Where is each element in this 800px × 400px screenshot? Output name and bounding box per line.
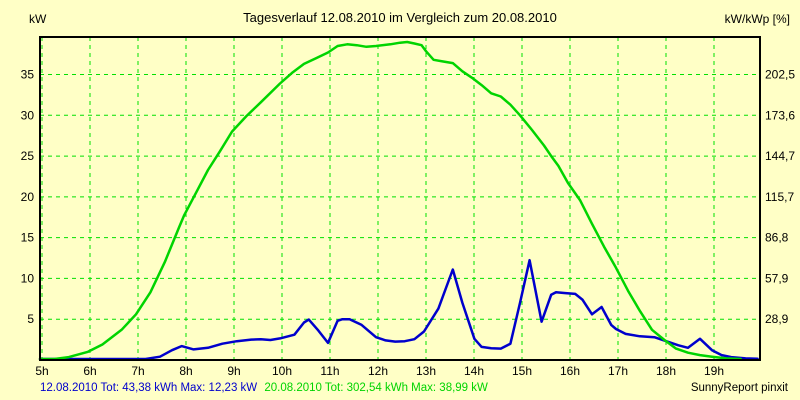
right-axis-tick-label: 144,7 — [765, 149, 795, 163]
left-axis-tick-label: 15 — [21, 231, 35, 245]
left-axis-tick-label: 30 — [21, 108, 35, 122]
x-axis-tick-label: 13h — [416, 364, 436, 378]
x-axis-tick-label: 6h — [83, 364, 96, 378]
series-line-12-08-2010 — [38, 258, 759, 361]
x-axis-tick-label: 15h — [512, 364, 532, 378]
right-axis-tick-label: 115,7 — [765, 190, 794, 204]
legend-series: 12.08.2010 Tot: 43,38 kWh Max: 12,23 kW … — [40, 382, 488, 394]
x-axis-tick-label: 5h — [35, 364, 48, 378]
x-axis-tick-label: 17h — [608, 364, 628, 378]
right-axis-unit-label: kW/kWp [%] — [724, 12, 790, 26]
x-axis-tick-label: 12h — [368, 364, 388, 378]
x-axis-tick-label: 10h — [272, 364, 292, 378]
watermark-text: SunnyReport pinxit — [690, 382, 788, 394]
x-axis-tick-label: 18h — [656, 364, 676, 378]
legend-entry-12-08-2010: 12.08.2010 Tot: 43,38 kWh Max: 12,23 kW — [40, 382, 258, 394]
right-axis-tick-label: 86,8 — [765, 231, 789, 245]
right-axis-tick-label: 202,5 — [765, 68, 795, 82]
x-axis-tick-label: 16h — [560, 364, 580, 378]
chart-title: Tagesverlauf 12.08.2010 im Vergleich zum… — [243, 10, 557, 25]
x-axis-tick-label: 7h — [131, 364, 144, 378]
x-axis-tick-label: 19h — [704, 364, 724, 378]
x-axis-tick-label: 8h — [179, 364, 192, 378]
right-axis-tick-label: 28,9 — [765, 312, 789, 326]
left-axis-tick-label: 25 — [21, 149, 35, 163]
plot-border — [39, 36, 761, 361]
x-axis-tick-label: 14h — [464, 364, 484, 378]
right-axis-tick-label: 173,6 — [765, 108, 795, 122]
right-axis-tick-label: 57,9 — [765, 271, 789, 285]
left-axis-tick-label: 5 — [27, 312, 34, 326]
x-axis-tick-label: 11h — [320, 364, 339, 378]
left-axis-unit-label: kW — [29, 12, 47, 26]
left-axis-tick-label: 10 — [21, 271, 35, 285]
series-line-20-08-2010 — [38, 40, 743, 361]
legend-entry-20-08-2010: 20.08.2010 Tot: 302,54 kWh Max: 38,99 kW — [264, 382, 488, 394]
x-axis-tick-label: 9h — [227, 364, 240, 378]
left-axis-tick-label: 35 — [21, 68, 35, 82]
left-axis-tick-label: 20 — [21, 190, 35, 204]
legend-bar: 12.08.2010 Tot: 43,38 kWh Max: 12,23 kW … — [0, 380, 800, 398]
